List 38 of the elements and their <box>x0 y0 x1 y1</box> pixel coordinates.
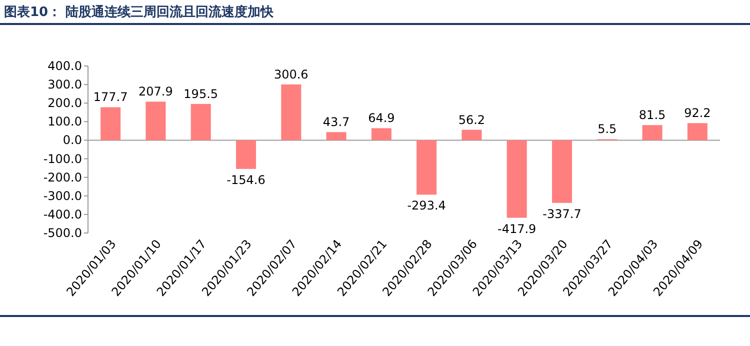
data-label: 43.7 <box>322 115 350 130</box>
chart-title: 图表10： 陆股通连续三周回流且回流速度加快 <box>4 4 275 20</box>
data-label: 56.2 <box>458 112 486 127</box>
data-label: 195.5 <box>184 86 218 101</box>
y-tick-label: -400.0 <box>43 207 82 222</box>
data-label: -417.9 <box>498 222 536 236</box>
y-tick-label: 200.0 <box>48 96 82 110</box>
bar <box>281 84 302 140</box>
bar <box>687 123 708 140</box>
data-label: 81.5 <box>638 108 666 122</box>
bar <box>462 130 482 140</box>
bar <box>642 125 662 140</box>
y-tick-label: -100.0 <box>43 152 82 166</box>
data-label: 207.9 <box>138 84 173 99</box>
bar <box>506 140 527 218</box>
data-label: 177.7 <box>93 90 128 104</box>
data-label: 5.5 <box>598 122 617 136</box>
data-label: -293.4 <box>407 198 446 213</box>
bar <box>552 140 572 203</box>
bar <box>326 132 346 140</box>
bar <box>146 102 166 140</box>
y-tick-label: 300.0 <box>48 78 82 92</box>
y-tick-label: -200.0 <box>43 170 82 184</box>
data-label: 300.6 <box>274 67 308 82</box>
data-label: 64.9 <box>368 111 395 126</box>
data-label: 92.2 <box>684 106 711 120</box>
y-tick-label: 400.0 <box>48 59 82 73</box>
y-tick-label: 0.0 <box>62 133 82 148</box>
y-tick-label: 100.0 <box>48 114 82 129</box>
bar <box>416 140 437 195</box>
bar <box>371 128 392 140</box>
bar <box>190 104 211 140</box>
bar <box>100 107 121 140</box>
y-tick-label: -500.0 <box>43 226 82 240</box>
data-label: -337.7 <box>542 206 582 221</box>
data-label: -154.6 <box>226 172 266 187</box>
bar <box>236 140 256 169</box>
y-tick-label: -300.0 <box>43 188 82 203</box>
